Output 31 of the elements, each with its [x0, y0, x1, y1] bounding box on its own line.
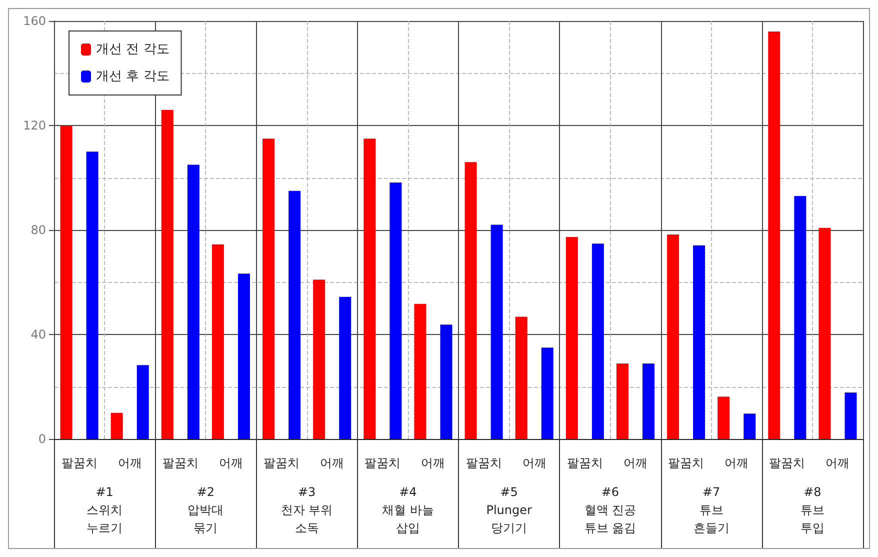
- y-tick-label: 0: [38, 432, 46, 446]
- x-tick-label: 팔꿈치: [769, 456, 806, 470]
- x-tick-label: 팔꿈치: [162, 456, 198, 470]
- text: #3 천자 부위 소독: [280, 485, 333, 535]
- text: #5 Plunger 당기기: [486, 485, 532, 535]
- legend-label: 개선 전 각도: [96, 42, 170, 57]
- x-tick-label: 팔꿈치: [264, 456, 300, 470]
- text: #6 혈액 진공 튜브 옮김: [584, 485, 636, 535]
- x-tick-label: 팔꿈치: [668, 456, 704, 470]
- text: #4 채혈 바늘 삽입: [382, 485, 434, 535]
- y-tick-label: 160: [23, 14, 46, 28]
- text: #2 압박대 묶기: [188, 485, 224, 535]
- x-tick-label: 팔꿈치: [364, 456, 401, 470]
- x-tick-label: 어깨: [522, 456, 546, 470]
- y-tick-label: 80: [30, 223, 46, 237]
- x-tick-label: 어깨: [218, 456, 243, 470]
- text: #1 스위치 누르기: [86, 485, 123, 535]
- x-tick-label: 어깨: [118, 456, 142, 470]
- text: #8 튜브 투입: [800, 485, 824, 535]
- x-tick-label: 어깨: [724, 456, 749, 470]
- x-tick-label: 팔꿈치: [566, 456, 603, 470]
- y-tick-label: 120: [23, 118, 46, 132]
- x-tick-label: 팔꿈치: [61, 456, 98, 470]
- y-tick-label: 40: [30, 328, 46, 342]
- x-tick-label: 어깨: [421, 456, 446, 470]
- x-tick-label: 팔꿈치: [466, 456, 502, 470]
- legend-label: 개선 후 각도: [96, 69, 170, 84]
- x-tick-label: 어깨: [623, 456, 648, 470]
- text: #7 튜브 흔들기: [693, 485, 730, 535]
- x-tick-label: 어깨: [320, 456, 344, 470]
- x-tick-label: 어깨: [826, 456, 850, 470]
